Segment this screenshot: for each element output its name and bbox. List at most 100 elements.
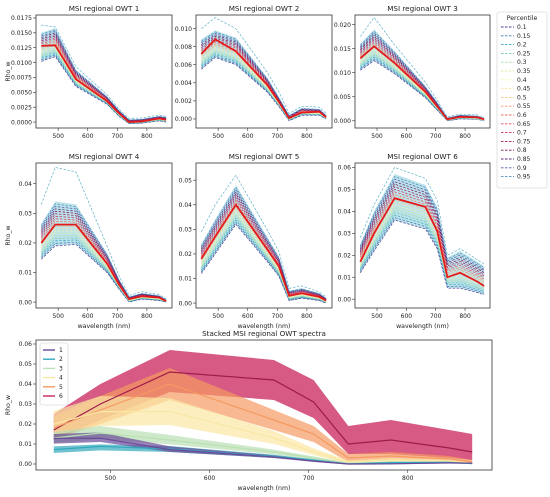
y-tick-label: 0.0075	[11, 75, 32, 82]
x-tick-label: 500	[212, 313, 224, 320]
percentile-line	[359, 194, 485, 280]
percentile-line	[41, 24, 167, 119]
legend-label: 0.5	[517, 94, 527, 101]
percentile-line	[41, 56, 167, 125]
y-tick-label: 0.008	[175, 44, 192, 51]
owt-median-6	[53, 371, 473, 453]
percentile-line	[41, 29, 167, 121]
y-tick-label: 0.01	[179, 276, 193, 283]
percentile-line	[201, 34, 327, 117]
legend-frame	[496, 11, 548, 189]
y-tick-label: 0.004	[175, 80, 192, 87]
chart-panel-1: 0.0000 0.0025 0.0050 0.0075 0.0100 0.0125 0.01…	[5, 4, 173, 140]
y-tick-label: 0.000	[175, 116, 192, 123]
legend-label: 0.35	[517, 68, 531, 75]
legend-label: 0.85	[517, 156, 531, 163]
legend-label: 0.9	[517, 165, 527, 172]
y-tick-label: 0.00	[338, 296, 352, 303]
legend-label: 0.8	[517, 147, 527, 154]
percentile-line	[201, 52, 327, 121]
percentile-line	[360, 34, 485, 120]
legend-label: 0.2	[517, 42, 527, 49]
y-axis-label: Rho_w	[5, 225, 12, 245]
y-tick-label: 0.000	[334, 118, 351, 125]
y-tick-label: 0.03	[179, 227, 193, 234]
legend-label: 0.75	[517, 138, 531, 145]
y-tick-label: 0.03	[19, 211, 33, 218]
percentile-line	[201, 51, 327, 121]
percentile-line	[41, 244, 167, 303]
legend-label: 0.3	[517, 59, 527, 66]
legend-label: 4	[59, 375, 63, 382]
legend-label: 0.4	[517, 77, 527, 84]
chart-title: MSI regional OWT 4	[69, 152, 140, 161]
x-tick-label: 600	[204, 475, 216, 482]
owt-median-2	[53, 445, 473, 465]
y-tick-label: 0.005	[334, 94, 351, 101]
legend-label: 0.65	[517, 121, 531, 128]
legend-label: 0.55	[517, 103, 531, 110]
x-tick-label: 600	[401, 313, 413, 320]
legend-label: 6	[59, 393, 63, 400]
legend-label: 0.45	[517, 86, 531, 93]
x-tick-label: 500	[52, 313, 64, 320]
percentile-line	[360, 217, 485, 294]
percentile-line	[40, 166, 167, 300]
axes-frame	[195, 162, 333, 309]
percentile-line	[201, 197, 327, 301]
x-tick-label: 800	[459, 133, 471, 140]
y-tick-label: 0.01	[19, 441, 33, 448]
x-tick-label: 800	[459, 313, 471, 320]
percentile-line	[201, 223, 327, 304]
spread-band	[41, 201, 167, 303]
percentile-line	[360, 56, 485, 121]
y-tick-label: 0.0000	[11, 119, 32, 126]
y-tick-label: 0.06	[338, 165, 352, 172]
percentile-line	[201, 219, 327, 303]
chart-panel-4: 0.00 0.01 0.02 0.03 0.04 500 600 700 800 MSI regi…	[5, 152, 173, 330]
y-tick-label: 0.0175	[11, 15, 32, 22]
percentile-line	[360, 49, 485, 121]
chart-title: MSI regional OWT 6	[387, 152, 458, 161]
owt-legend: 1 2 3 4 5 6	[39, 342, 69, 406]
y-tick-label: 0.03	[19, 401, 33, 408]
x-axis-label: wavelength (nm)	[78, 323, 131, 330]
y-tick-label: 0.05	[179, 177, 193, 184]
percentile-line	[41, 203, 167, 301]
y-tick-label: 0.05	[338, 187, 352, 194]
percentile-line	[201, 39, 327, 118]
median-line	[41, 44, 167, 124]
chart-panel-5: 0.00 0.01 0.02 0.03 0.04 0.05 500 600 700 800 MSI …	[179, 152, 333, 330]
percentile-line	[359, 188, 485, 277]
chart-title: Stacked MSI regional OWT spectra	[202, 329, 326, 338]
chart-panel-3: 0.000 0.005 0.010 0.015 0.020 500 600 700 800 MSI…	[334, 4, 491, 140]
percentile-line	[201, 31, 327, 117]
percentile-line	[201, 221, 327, 304]
legend-title: Percentile	[507, 15, 538, 22]
y-tick-label: 0.04	[179, 202, 193, 209]
percentile-line	[360, 58, 485, 122]
percentile-line	[41, 241, 167, 303]
legend-label: 0.15	[517, 33, 531, 40]
percentile-line	[201, 212, 327, 303]
x-tick-label: 600	[242, 133, 254, 140]
median-line	[359, 197, 485, 287]
owt-median-4	[53, 411, 473, 464]
y-tick-label: 0.01	[338, 274, 352, 281]
y-tick-label: 0.00	[19, 299, 33, 306]
x-tick-label: 600	[82, 313, 94, 320]
legend-label: 5	[59, 384, 63, 391]
y-tick-label: 0.010	[175, 26, 192, 33]
legend-label: 1	[59, 347, 63, 354]
chart-panel-6: 0.00 0.01 0.02 0.03 0.04 0.05 0.06 500 600 700 800…	[338, 152, 491, 330]
percentile-line	[359, 196, 485, 281]
percentile-line	[200, 186, 327, 299]
y-tick-label: 0.02	[19, 421, 33, 428]
median-line	[200, 203, 327, 302]
x-tick-label: 500	[371, 313, 383, 320]
owt-band-1	[53, 432, 473, 465]
y-tick-label: 0.0150	[11, 30, 32, 37]
y-tick-label: 0.05	[19, 361, 33, 368]
chart-panel-2: 0.000 0.002 0.004 0.006 0.008 0.010 500 600 700 8…	[175, 4, 333, 140]
